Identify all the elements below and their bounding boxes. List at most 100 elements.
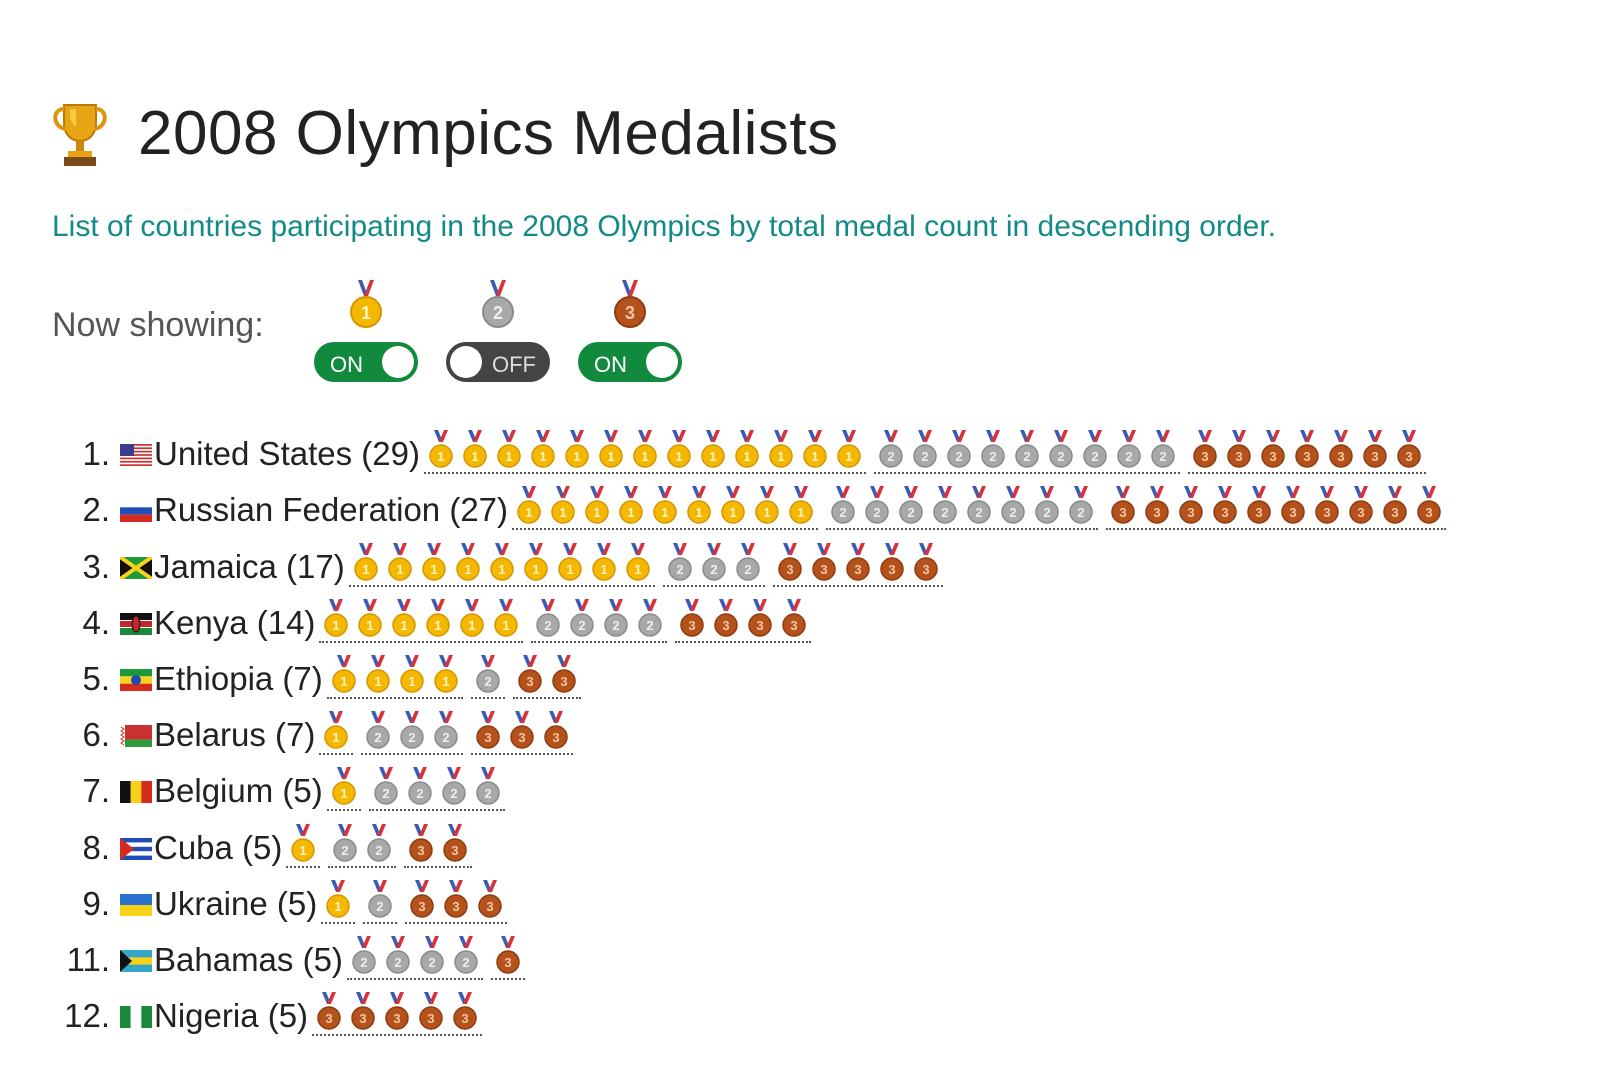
silver-medal-icon: 2 <box>482 280 514 328</box>
now-showing-label: Now showing: <box>52 306 264 344</box>
svg-text:3: 3 <box>786 562 793 577</box>
bronze-medal-group[interactable]: 3 3 3 3 <box>675 598 812 643</box>
gold-medal-group[interactable]: 1 1 1 1 <box>326 654 463 699</box>
svg-text:3: 3 <box>1201 449 1208 464</box>
medal-strip: 3 3 3 3 3 <box>312 992 490 1037</box>
bronze-medal-group[interactable]: 3 3 3 3 3 3 3 <box>1187 430 1426 475</box>
silver-medal-icon: 2 <box>1117 430 1141 468</box>
silver-medal-icon: 2 <box>913 430 937 468</box>
silver-medal-icon: 2 <box>454 935 478 974</box>
gold-toggle[interactable]: ON <box>314 342 418 382</box>
bronze-medal-group[interactable]: 3 3 3 3 3 <box>312 992 483 1037</box>
bronze-medal-group[interactable]: 3 <box>490 935 525 980</box>
medal-strip: 1 1 1 1 1 1 1 1 1 1 1 1 1 2 2 2 2 2 2 2 2 2 3 3 3 3 3 3 3 <box>423 430 1434 475</box>
flag-by-icon <box>120 725 152 748</box>
gold-medal-group[interactable]: 1 1 1 1 1 1 1 1 1 <box>348 542 655 587</box>
silver-medal-group[interactable]: 2 <box>470 654 505 699</box>
gold-medal-icon: 1 <box>324 711 349 749</box>
svg-text:1: 1 <box>408 674 415 689</box>
country-row: 9. Ukraine (5) 1 2 3 3 3 <box>60 868 1454 924</box>
bronze-toggle[interactable]: ON <box>578 342 682 382</box>
gold-medal-group[interactable]: 1 1 1 1 1 1 1 1 1 <box>512 486 819 531</box>
gold-medal-group[interactable]: 1 1 1 1 1 1 <box>319 598 524 643</box>
svg-text:3: 3 <box>452 843 459 858</box>
bronze-medal-icon: 3 <box>478 879 502 918</box>
svg-text:3: 3 <box>1269 449 1276 464</box>
gold-medal-group[interactable]: 1 1 1 1 1 1 1 1 1 1 1 1 1 <box>423 430 866 475</box>
gold-medal-icon: 1 <box>350 280 382 328</box>
silver-medal-icon: 2 <box>933 486 957 525</box>
svg-text:3: 3 <box>689 618 696 633</box>
silver-medal-icon: 2 <box>367 823 392 862</box>
svg-text:3: 3 <box>1337 449 1344 464</box>
silver-medal-group[interactable]: 2 2 2 <box>361 711 464 756</box>
bronze-medal-icon: 3 <box>419 992 443 1030</box>
svg-text:1: 1 <box>340 674 347 689</box>
gold-medal-icon: 1 <box>591 542 616 581</box>
svg-text:1: 1 <box>498 562 505 577</box>
silver-medal-group[interactable]: 2 <box>363 879 398 924</box>
flag-ke-icon <box>120 612 152 635</box>
gold-medal-icon: 1 <box>366 654 390 693</box>
silver-medal-icon: 2 <box>667 542 692 581</box>
silver-medal-group[interactable]: 2 2 2 2 <box>368 767 505 812</box>
svg-text:2: 2 <box>382 786 389 801</box>
gold-medal-icon: 1 <box>326 879 350 918</box>
silver-medal-group[interactable]: 2 2 2 2 <box>346 935 483 980</box>
svg-text:2: 2 <box>676 562 683 577</box>
silver-medal-group[interactable]: 2 2 2 2 2 2 2 2 2 <box>873 430 1180 475</box>
silver-medal-icon: 2 <box>701 542 726 581</box>
country-row: 5. Ethiopia (7) 1 1 1 1 2 3 3 <box>60 643 1454 699</box>
svg-text:1: 1 <box>396 562 403 577</box>
svg-text:1: 1 <box>525 505 532 520</box>
silver-filter: 2 OFF <box>446 280 550 382</box>
svg-text:2: 2 <box>887 449 894 464</box>
gold-medal-group[interactable]: 1 <box>319 711 354 756</box>
silver-medal-icon: 2 <box>407 767 432 806</box>
svg-text:1: 1 <box>709 449 716 464</box>
silver-toggle-label: OFF <box>492 352 536 377</box>
country-name: Ethiopia (7) <box>154 659 323 697</box>
medal-strip: 1 1 1 1 1 1 2 2 2 2 3 3 3 3 <box>319 598 819 643</box>
svg-text:3: 3 <box>1187 505 1194 520</box>
country-rank: 7. <box>82 772 110 810</box>
silver-medal-group[interactable]: 2 2 2 2 <box>531 598 668 643</box>
silver-toggle[interactable]: OFF <box>446 342 550 382</box>
gold-medal-icon: 1 <box>721 486 745 525</box>
country-name: Bahamas (5) <box>154 940 343 978</box>
svg-text:1: 1 <box>401 618 408 633</box>
silver-medal-icon: 2 <box>333 823 358 862</box>
gold-medal-icon: 1 <box>565 430 589 468</box>
bronze-medal-group[interactable]: 3 3 3 <box>405 879 508 924</box>
country-row: 6. Belarus (7) 1 2 2 2 3 3 3 <box>60 699 1454 756</box>
bronze-medal-group[interactable]: 3 3 3 3 3 <box>772 542 943 587</box>
svg-text:2: 2 <box>409 730 416 745</box>
country-rank: 2. <box>82 491 110 529</box>
gold-medal-group[interactable]: 1 <box>326 767 361 812</box>
gold-medal-group[interactable]: 1 <box>321 879 356 924</box>
country-name: Nigeria (5) <box>154 997 309 1035</box>
gold-medal-icon: 1 <box>735 430 759 468</box>
svg-text:3: 3 <box>393 1011 400 1026</box>
silver-medal-group[interactable]: 2 2 2 2 2 2 2 2 <box>826 486 1099 531</box>
bronze-medal-icon: 3 <box>444 879 468 918</box>
gold-medal-icon: 1 <box>599 430 623 468</box>
country-rank: 6. <box>82 716 110 754</box>
bronze-medal-icon: 3 <box>1213 486 1237 525</box>
silver-medal-icon: 2 <box>400 711 425 749</box>
country-rank: 11. <box>66 940 110 978</box>
svg-text:3: 3 <box>1425 505 1432 520</box>
svg-text:1: 1 <box>695 505 702 520</box>
svg-text:3: 3 <box>1289 505 1296 520</box>
bronze-medal-group[interactable]: 3 3 3 <box>471 711 574 756</box>
gold-medal-group[interactable]: 1 <box>286 823 321 868</box>
svg-text:2: 2 <box>710 562 717 577</box>
silver-medal-group[interactable]: 2 2 2 <box>662 542 765 587</box>
bronze-medal-icon: 3 <box>913 542 938 581</box>
bronze-medal-group[interactable]: 3 3 3 3 3 3 3 3 3 3 <box>1106 486 1447 531</box>
silver-medal-icon: 2 <box>879 430 903 468</box>
svg-text:2: 2 <box>375 730 382 745</box>
